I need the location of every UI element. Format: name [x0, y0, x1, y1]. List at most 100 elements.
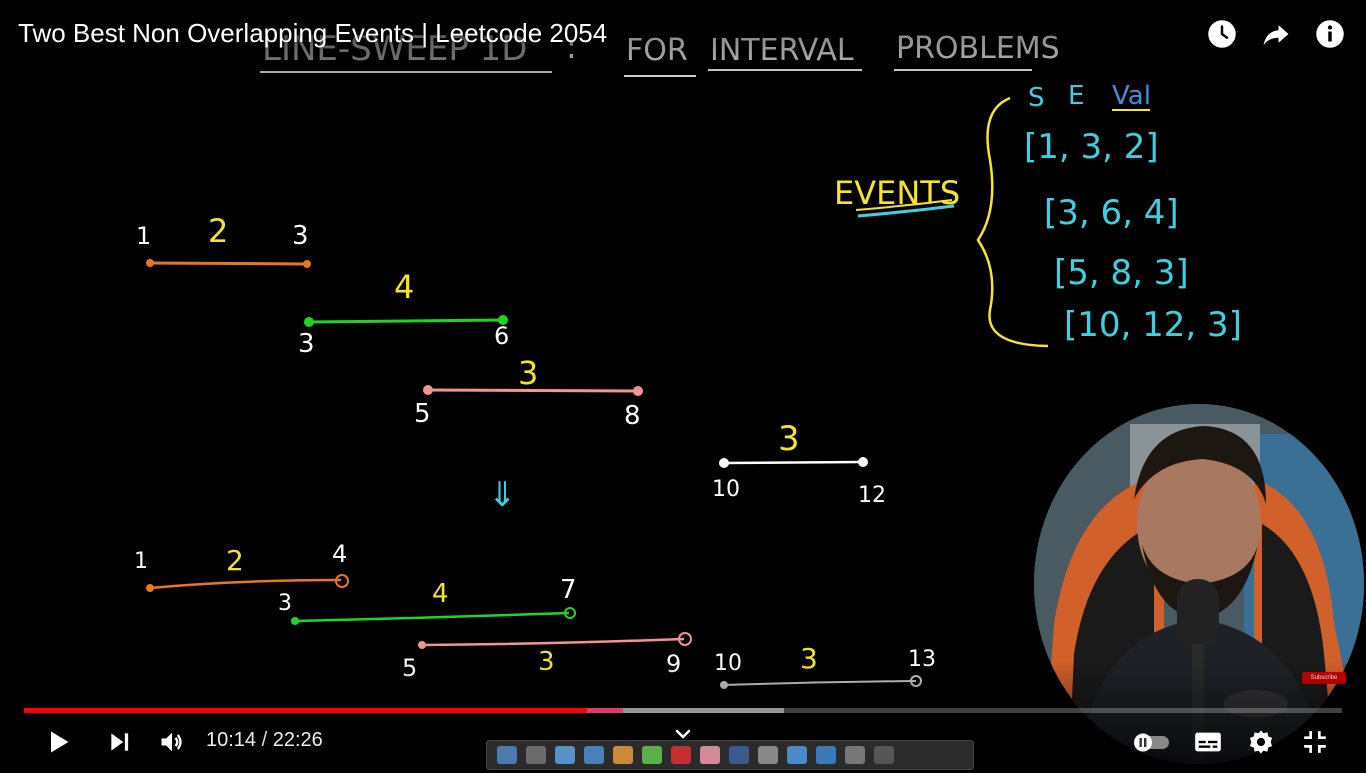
autoplay-toggle-icon: [1134, 733, 1169, 752]
subtitles-icon: [1195, 732, 1221, 752]
interval-lower-1-end-ring: [564, 607, 576, 619]
interval-upper-0-end-dot: [303, 260, 311, 268]
watch-later-icon[interactable]: [1206, 18, 1238, 50]
subscribe-badge[interactable]: Subscribe: [1302, 672, 1346, 684]
interval-lower-3-start: 10: [714, 651, 742, 676]
play-icon: [51, 731, 69, 753]
chevron-down-icon[interactable]: [672, 726, 694, 742]
pen-tool-save-icon[interactable]: [526, 746, 546, 764]
info-icon[interactable]: [1314, 18, 1346, 50]
share-icon[interactable]: [1260, 18, 1292, 50]
interval-upper-3-value: 3: [778, 419, 800, 459]
time-display: 10:14 / 22:26: [206, 729, 323, 752]
interval-upper-0-end: 3: [292, 221, 309, 251]
play-button[interactable]: [40, 724, 76, 760]
interval-lower-3-value: 3: [800, 642, 818, 675]
interval-lower-3-start-dot: [720, 681, 728, 689]
interval-lower-1-value: 4: [432, 579, 449, 609]
events-header-s: S: [1028, 83, 1045, 113]
top-icons: [1206, 18, 1346, 50]
heading-part4: PROBLEMS: [896, 31, 1060, 66]
lower-intervals: 1 4 2 3 7 4 5 9 3 10 13 3: [134, 540, 936, 689]
pen-tool-highlighter-icon[interactable]: [584, 746, 604, 764]
pen-tool-select-icon[interactable]: [497, 746, 517, 764]
interval-upper-2-value: 3: [518, 354, 538, 392]
events-brace: [976, 96, 1049, 348]
interval-lower-0-value: 2: [226, 544, 244, 577]
interval-lower-1-start-dot: [291, 617, 299, 625]
interval-upper-3-start-dot: [719, 458, 729, 468]
events-header-val: Val: [1112, 81, 1151, 111]
interval-upper-3-end-dot: [858, 457, 868, 467]
mute-button[interactable]: [154, 724, 190, 760]
interval-lower-0-end: 4: [332, 540, 347, 568]
event-2: [5, 8, 3]: [1054, 253, 1189, 293]
heading-part2: FOR: [626, 33, 688, 68]
interval-lower-2-start-dot: [418, 641, 426, 649]
pen-tool-toolbar: [486, 740, 974, 770]
progress-hover-segment: [587, 708, 623, 713]
autoplay-toggle[interactable]: [1130, 724, 1172, 760]
settings-button[interactable]: [1243, 724, 1279, 760]
interval-lower-3-line: [723, 680, 917, 686]
interval-lower-2-start: 5: [402, 654, 417, 682]
interval-lower-1-line: [294, 611, 570, 623]
player-controls: 10:14 / 22:26: [0, 718, 1366, 766]
interval-upper-0-start-dot: [146, 259, 154, 267]
upper-intervals: 1 3 2 3 6 4 5 8 3 10 12 3: [136, 212, 886, 508]
interval-lower-0-end-ring: [335, 574, 349, 588]
pen-tool-pen-icon[interactable]: [555, 746, 575, 764]
pen-tool-eraser-icon[interactable]: [700, 746, 720, 764]
interval-lower-1-end: 7: [560, 575, 577, 605]
interval-upper-2-start: 5: [414, 399, 431, 429]
exit-fullscreen-icon: [1304, 731, 1326, 753]
transform-arrow: ⇓: [488, 475, 517, 515]
heading-part3: INTERVAL: [710, 33, 854, 68]
pen-tool-line-icon[interactable]: [816, 746, 836, 764]
interval-upper-2-line: [427, 388, 639, 393]
pen-tool-color-icon[interactable]: [671, 746, 691, 764]
pen-tool-marker-icon[interactable]: [642, 746, 662, 764]
progress-bar[interactable]: [24, 708, 1342, 713]
interval-upper-1-start-dot: [304, 317, 314, 327]
interval-lower-2-line: [421, 637, 685, 647]
interval-upper-2-end: 8: [624, 401, 641, 431]
interval-lower-0-line: [149, 578, 342, 590]
current-time: 10:14: [206, 729, 257, 751]
interval-upper-0-value: 2: [208, 212, 228, 250]
interval-upper-1-end-dot: [498, 315, 508, 325]
interval-lower-1-start: 3: [278, 591, 292, 616]
interval-lower-2-end: 9: [666, 650, 681, 678]
interval-lower-0-start-dot: [146, 584, 154, 592]
pen-tool-pencil-icon[interactable]: [613, 746, 633, 764]
interval-lower-0-start: 1: [134, 549, 148, 574]
interval-upper-3-line: [723, 460, 864, 465]
pen-tool-pointer-icon[interactable]: [758, 746, 778, 764]
pen-tool-close-icon[interactable]: [874, 746, 894, 764]
skip-next-icon: [111, 733, 129, 751]
interval-upper-0-start: 1: [136, 222, 151, 250]
subtitles-button[interactable]: [1190, 724, 1226, 760]
interval-upper-2-start-dot: [423, 385, 433, 395]
subscribe-badge-label: Subscribe: [1310, 675, 1338, 681]
event-0: [1, 3, 2]: [1024, 127, 1159, 167]
pen-tool-settings-icon[interactable]: [845, 746, 865, 764]
interval-lower-2-end-ring: [678, 632, 692, 646]
video-title[interactable]: Two Best Non Overlapping Events | Leetco…: [18, 18, 608, 48]
next-button[interactable]: [102, 724, 138, 760]
pen-tool-undo-icon[interactable]: [729, 746, 749, 764]
interval-lower-2-value: 3: [538, 647, 555, 677]
events-underline: [857, 204, 955, 218]
interval-upper-1-end: 6: [494, 322, 509, 350]
time-separator: /: [261, 729, 268, 751]
interval-upper-1-line: [308, 318, 504, 324]
events-header-e: E: [1068, 81, 1084, 111]
interval-lower-3-end: 13: [908, 647, 936, 672]
progress-played: [24, 708, 623, 713]
pen-tool-screen-icon[interactable]: [787, 746, 807, 764]
interval-upper-1-start: 3: [298, 329, 315, 359]
interval-upper-2-end-dot: [633, 386, 643, 396]
interval-upper-0-line: [149, 261, 308, 266]
volume-icon: [161, 732, 182, 752]
exit-fullscreen-button[interactable]: [1297, 724, 1333, 760]
